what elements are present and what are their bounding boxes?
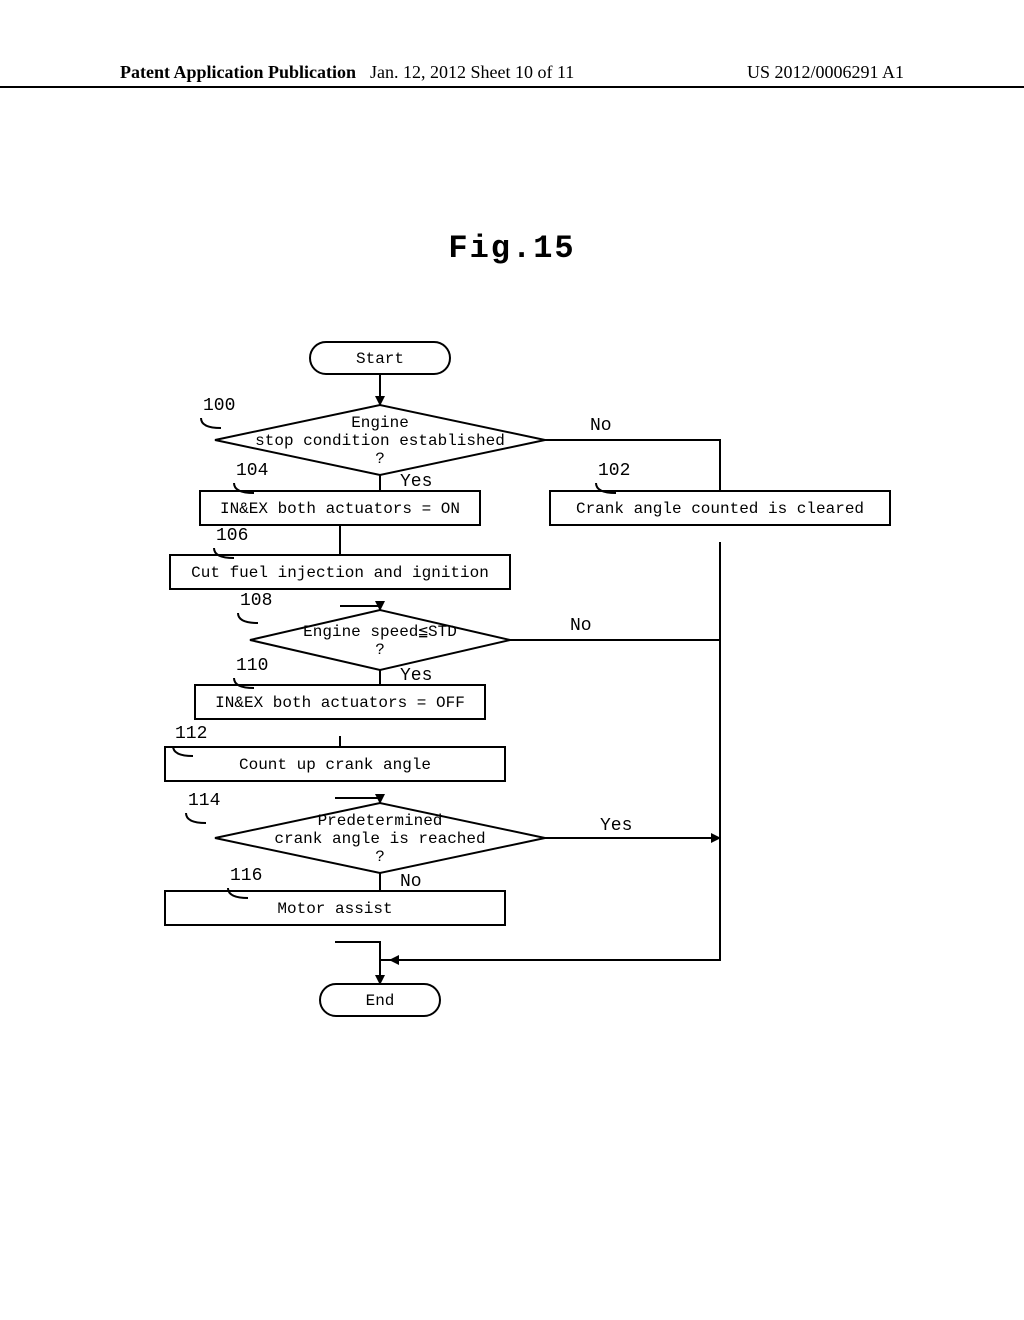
header-right: US 2012/0006291 A1 — [747, 62, 904, 83]
flow-node-p104: IN&EX both actuators = ON 104 — [200, 461, 480, 525]
flow-edge-label: Yes — [400, 666, 432, 686]
flow-edge-label: No — [570, 616, 592, 636]
page-header: Patent Application Publication Jan. 12, … — [0, 80, 1024, 88]
header-mid: Jan. 12, 2012 Sheet 10 of 11 — [370, 62, 574, 83]
flow-node-text: IN&EX both actuators = OFF — [215, 694, 465, 712]
flow-node-text: End — [366, 992, 395, 1010]
flowchart-svg: Yes No Yes No No Yes Start Enginestop condition… — [120, 340, 910, 1100]
flow-ref: 104 — [236, 461, 268, 481]
flow-node-text: stop condition established — [255, 432, 505, 450]
flow-edge — [335, 942, 380, 984]
flowchart-container: Yes No Yes No No Yes Start Enginestop condition… — [120, 340, 910, 1100]
flow-node-text: Predetermined — [318, 812, 443, 830]
flow-node-text: Start — [356, 350, 404, 368]
flow-node-text: crank angle is reached — [274, 830, 485, 848]
flow-edge-label: No — [590, 416, 612, 436]
flow-ref: 110 — [236, 656, 268, 676]
flow-ref: 100 — [203, 396, 235, 416]
flow-node-text: Motor assist — [277, 900, 392, 918]
flow-node-text: Engine speed≦STD — [303, 623, 457, 641]
flow-ref: 102 — [598, 461, 630, 481]
flow-node-text: ? — [375, 641, 385, 659]
figure-title: Fig.15 — [0, 230, 1024, 267]
flow-node-p112: Count up crank angle 112 — [165, 724, 505, 781]
flow-node-text: Count up crank angle — [239, 756, 431, 774]
flow-node-text: IN&EX both actuators = ON — [220, 500, 460, 518]
flow-edge-label: Yes — [400, 472, 432, 492]
flow-node-start: Start — [310, 342, 450, 374]
header-left: Patent Application Publication — [120, 62, 356, 83]
flow-node-p110: IN&EX both actuators = OFF 110 — [195, 656, 485, 719]
flow-node-d108: Engine speed≦STD? 108 — [238, 591, 510, 670]
flow-ref: 106 — [216, 526, 248, 546]
flow-node-d114: Predeterminedcrank angle is reached? 114 — [186, 791, 545, 873]
flow-edge-label: No — [400, 872, 422, 892]
flow-node-p116: Motor assist 116 — [165, 866, 505, 925]
flow-edge — [335, 798, 380, 803]
page: Patent Application Publication Jan. 12, … — [0, 0, 1024, 1320]
flow-ref: 116 — [230, 866, 262, 886]
flow-node-end: End — [320, 984, 440, 1016]
flow-ref: 114 — [188, 791, 220, 811]
flow-node-text: Cut fuel injection and ignition — [191, 564, 489, 582]
flow-ref: 112 — [175, 724, 207, 744]
flow-node-text: Engine — [351, 414, 409, 432]
flow-edge — [340, 606, 380, 610]
flow-node-text: ? — [375, 848, 385, 866]
flow-ref: 108 — [240, 591, 272, 611]
flow-node-text: ? — [375, 450, 385, 468]
flow-node-text: Crank angle counted is cleared — [576, 500, 864, 518]
flow-edge-label: Yes — [600, 816, 632, 836]
